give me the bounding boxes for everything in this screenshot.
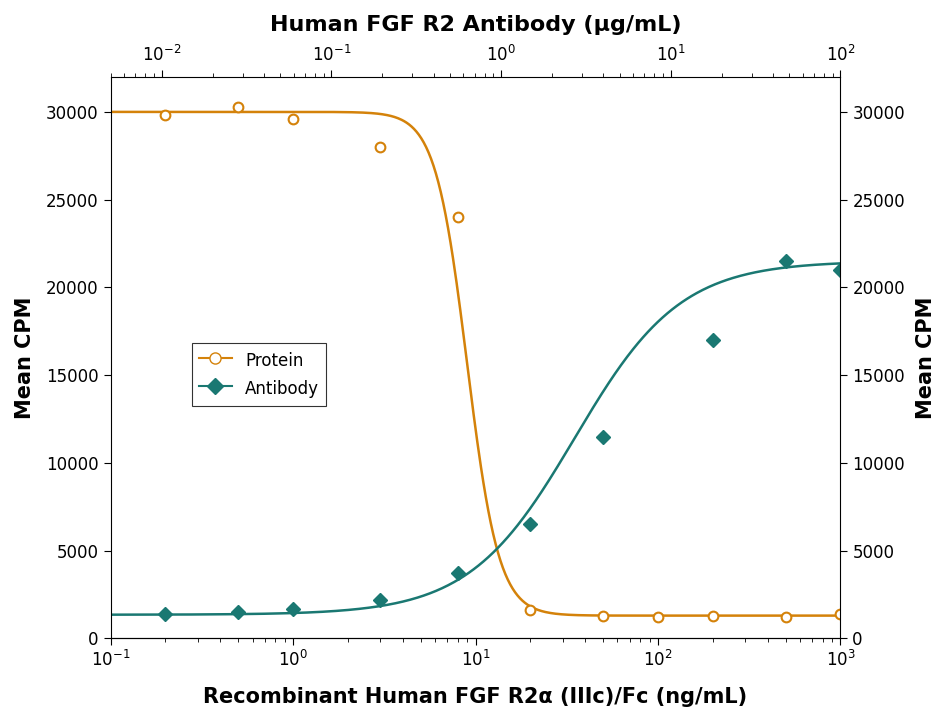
Legend: Protein, Antibody: Protein, Antibody bbox=[192, 343, 326, 406]
X-axis label: Human FGF R2 Antibody (μg/mL): Human FGF R2 Antibody (μg/mL) bbox=[270, 15, 681, 35]
Y-axis label: Mean CPM: Mean CPM bbox=[916, 297, 936, 419]
X-axis label: Recombinant Human FGF R2α (IIIc)/Fc (ng/mL): Recombinant Human FGF R2α (IIIc)/Fc (ng/… bbox=[204, 687, 747, 707]
Y-axis label: Mean CPM: Mean CPM bbox=[15, 297, 35, 419]
